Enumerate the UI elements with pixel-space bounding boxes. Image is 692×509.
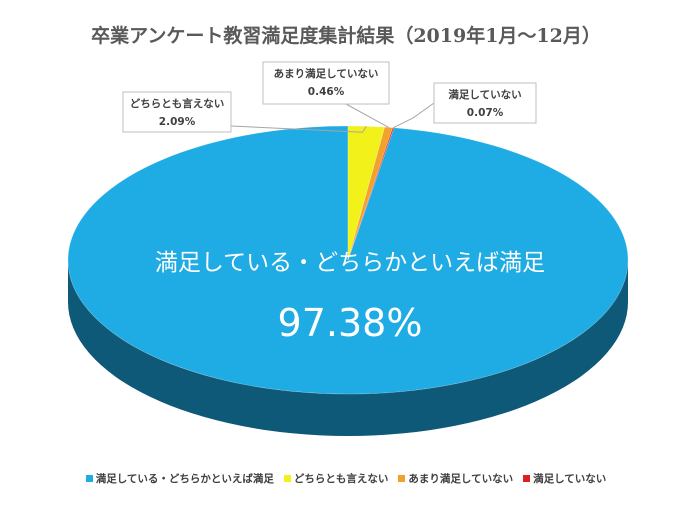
legend-label: 満足していない	[533, 472, 607, 485]
pie-tops	[67, 125, 629, 395]
legend-item: 満足していない	[523, 471, 606, 486]
legend-label: 満足している・どちらかといえば満足	[95, 472, 274, 485]
legend-swatch	[523, 474, 531, 482]
leader-line	[393, 102, 435, 129]
pie-slice-0	[67, 125, 629, 395]
legend: 満足している・どちらかといえば満足 どちらとも言えない あまり満足していない 満…	[0, 468, 692, 488]
legend-item: どちらとも言えない	[283, 471, 389, 486]
slice-0-category-label: 満足している・どちらかといえば満足	[155, 250, 545, 276]
pie-sides	[68, 260, 628, 436]
pie-slice-2	[347, 126, 394, 261]
legend-label: あまり満足していない	[408, 472, 514, 485]
callout-frame	[433, 82, 537, 124]
callout-frame	[262, 61, 390, 105]
legend-item: 満足している・どちらかといえば満足	[85, 471, 274, 486]
chart-title: 卒業アンケート教習満足度集計結果（2019年1月～12月）	[91, 24, 601, 47]
legend-swatch	[85, 474, 93, 482]
callout-box: どちらとも言えない 2.09%	[122, 91, 232, 133]
pie-slice-side	[68, 260, 628, 436]
leader-lines	[230, 102, 435, 133]
leader-line	[230, 125, 367, 133]
callout-box: 満足していない 0.07%	[433, 82, 537, 124]
callout-value-label: 2.09%	[159, 116, 196, 128]
leader-line	[345, 103, 389, 128]
callout-frame	[122, 91, 232, 133]
callout-value-label: 0.46%	[308, 86, 345, 98]
callout-category-label: あまり満足していない	[274, 67, 379, 80]
legend-item: あまり満足していない	[398, 471, 513, 486]
legend-swatch	[398, 474, 406, 482]
legend-swatch	[283, 474, 291, 482]
callout-category-label: どちらとも言えない	[130, 97, 225, 110]
slice-0-value-label: 97.38%	[278, 301, 423, 345]
data-label-callouts: どちらとも言えない 2.09% あまり満足していない 0.46% 満足していない 0.07…	[122, 61, 537, 133]
legend-label: どちらとも言えない	[293, 472, 389, 485]
callout-value-label: 0.07%	[467, 107, 504, 119]
callout-category-label: 満足していない	[448, 88, 521, 101]
callout-box: あまり満足していない 0.46%	[262, 61, 390, 105]
